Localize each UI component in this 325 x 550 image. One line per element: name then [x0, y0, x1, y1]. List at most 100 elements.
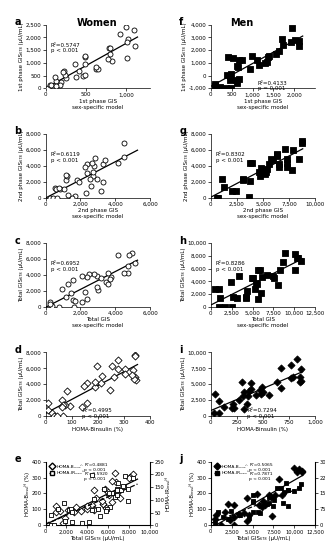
- Point: [106, 488, 111, 497]
- Point: [292, 486, 297, 495]
- Point: [79, 272, 84, 280]
- Point: [56, 504, 61, 513]
- Point: [221, 513, 226, 522]
- Point: [60, 395, 65, 404]
- Point: [217, 83, 223, 92]
- Point: [258, 172, 263, 180]
- Point: [256, 508, 261, 516]
- Point: [229, 302, 235, 311]
- Point: [240, 392, 245, 400]
- Point: [255, 266, 260, 274]
- Point: [124, 23, 129, 31]
- Point: [89, 471, 95, 480]
- Point: [81, 72, 86, 81]
- Point: [227, 76, 232, 85]
- Point: [294, 468, 299, 477]
- Point: [103, 507, 109, 515]
- Text: Men: Men: [230, 18, 254, 28]
- Point: [296, 483, 302, 492]
- Point: [112, 493, 118, 502]
- Point: [117, 493, 123, 502]
- Point: [91, 162, 97, 170]
- Point: [251, 508, 256, 516]
- Point: [64, 386, 70, 395]
- Point: [99, 497, 104, 506]
- Point: [122, 152, 127, 161]
- Point: [111, 372, 116, 381]
- Point: [300, 467, 305, 476]
- Point: [86, 270, 91, 279]
- Point: [100, 499, 105, 508]
- Point: [63, 514, 68, 522]
- X-axis label: 1st phase GIS
sex-specific model: 1st phase GIS sex-specific model: [72, 99, 124, 109]
- Point: [48, 511, 53, 520]
- Point: [234, 294, 240, 302]
- Point: [71, 302, 76, 311]
- Point: [211, 408, 216, 417]
- Point: [93, 63, 98, 72]
- Point: [83, 60, 88, 69]
- Point: [72, 60, 77, 69]
- Point: [107, 491, 112, 499]
- Point: [231, 293, 236, 301]
- Point: [285, 486, 291, 494]
- Point: [251, 496, 256, 505]
- Point: [133, 373, 138, 382]
- Point: [84, 501, 89, 510]
- Point: [129, 371, 135, 380]
- Point: [294, 354, 300, 363]
- Point: [131, 470, 136, 478]
- Point: [212, 82, 217, 91]
- Point: [129, 249, 135, 258]
- Point: [110, 57, 115, 65]
- Point: [268, 493, 273, 502]
- Point: [298, 372, 303, 381]
- Point: [298, 479, 304, 488]
- X-axis label: 2nd phase GIS
sex-specific model: 2nd phase GIS sex-specific model: [237, 208, 289, 219]
- Point: [60, 67, 65, 76]
- Point: [87, 175, 92, 184]
- Point: [276, 475, 281, 484]
- X-axis label: HOMA-Binsulin (%): HOMA-Binsulin (%): [238, 427, 289, 432]
- Point: [258, 389, 263, 398]
- Point: [221, 182, 227, 191]
- Point: [251, 273, 256, 282]
- Point: [115, 485, 120, 493]
- Point: [117, 29, 122, 38]
- Point: [248, 158, 253, 167]
- Point: [285, 486, 290, 494]
- Point: [59, 284, 64, 293]
- Point: [230, 399, 236, 408]
- Point: [213, 285, 218, 294]
- Point: [264, 57, 269, 66]
- Point: [247, 177, 253, 185]
- Point: [289, 38, 294, 47]
- Point: [282, 145, 288, 153]
- Point: [260, 387, 265, 396]
- Point: [112, 469, 118, 477]
- Point: [110, 476, 115, 485]
- Point: [61, 185, 67, 194]
- Point: [230, 186, 235, 195]
- Point: [262, 170, 267, 179]
- Point: [60, 400, 65, 409]
- Point: [241, 509, 247, 518]
- Point: [82, 288, 87, 297]
- X-axis label: Total GIS
sex-specific model: Total GIS sex-specific model: [237, 317, 289, 328]
- Point: [52, 184, 57, 192]
- Point: [228, 277, 234, 286]
- Point: [266, 493, 271, 502]
- Y-axis label: 1st phase GIS₆₇₈ (μU/mL): 1st phase GIS₆₇₈ (μU/mL): [19, 22, 24, 91]
- Point: [244, 292, 249, 301]
- Point: [82, 382, 87, 390]
- Point: [122, 472, 127, 481]
- Point: [94, 362, 99, 371]
- Point: [273, 50, 278, 58]
- Point: [134, 376, 139, 384]
- Point: [279, 35, 284, 43]
- Point: [84, 189, 89, 198]
- Y-axis label: Total GIS₆₇₈ (μU/mL): Total GIS₆₇₈ (μU/mL): [181, 248, 186, 302]
- Point: [125, 261, 130, 270]
- Text: R²=0.5747
p < 0.001: R²=0.5747 p < 0.001: [51, 42, 81, 53]
- Point: [51, 521, 56, 530]
